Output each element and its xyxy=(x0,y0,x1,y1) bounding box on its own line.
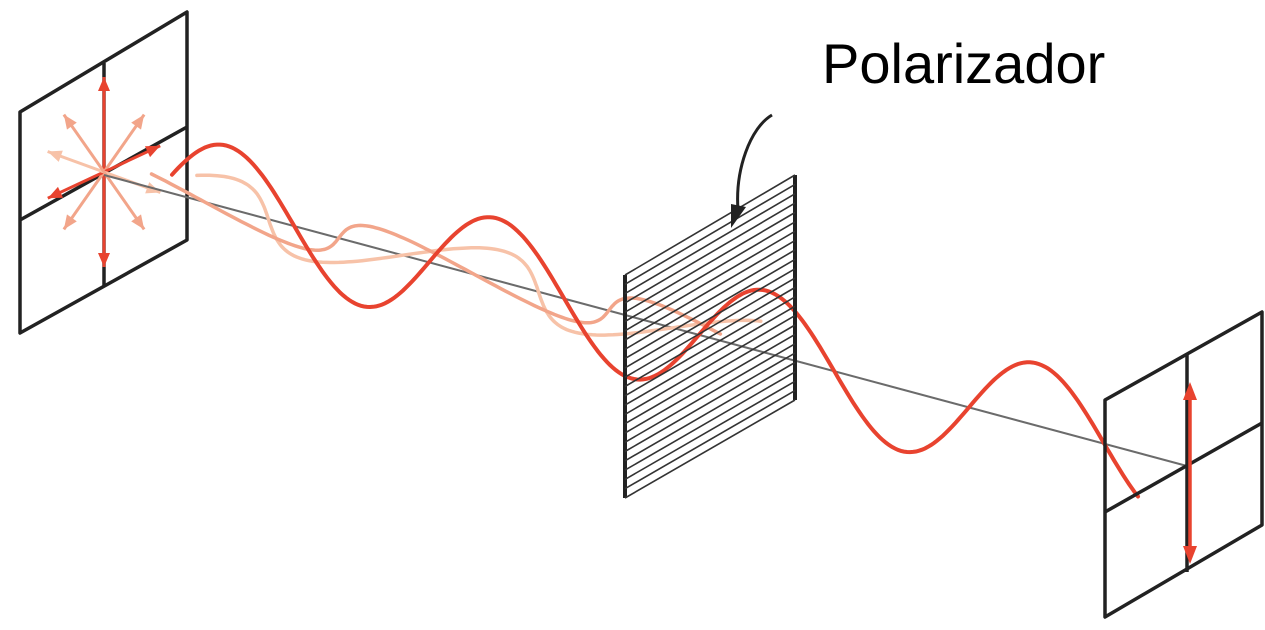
polarizer-slat xyxy=(624,202,796,304)
arrow-shaft-4 xyxy=(62,113,146,231)
polarizer-arrow-icon xyxy=(731,113,773,228)
polarizer-slat xyxy=(624,239,796,341)
polarizer-slat xyxy=(624,371,796,471)
wave-polarized xyxy=(170,142,1140,499)
polarizer-slat xyxy=(624,399,796,499)
polarizer-slat xyxy=(624,277,796,378)
polarizer-slat xyxy=(624,221,796,323)
propagation-axis xyxy=(103,174,1188,467)
polarizer-slat xyxy=(624,389,796,490)
arrow-head-1-0 xyxy=(131,114,145,130)
polarizer-slat xyxy=(624,286,796,388)
arrow-head-3-1 xyxy=(47,150,63,162)
arrow-head-2-1 xyxy=(47,186,64,199)
arrow-head-4-0 xyxy=(131,214,145,230)
polarizer-slat xyxy=(624,183,796,285)
unpolarized-arrows xyxy=(47,77,161,267)
polarizer-slat xyxy=(624,174,796,276)
polarizer-slat xyxy=(624,380,796,481)
polarizer-slat xyxy=(624,305,796,406)
polarizer-slat xyxy=(624,258,796,360)
polarizer-slat xyxy=(624,314,796,416)
wave-group xyxy=(149,142,1140,499)
polarized-arrow xyxy=(1183,382,1197,564)
polarizer-slat xyxy=(624,352,796,453)
polarizer-slat xyxy=(624,333,796,434)
polarizer-slat xyxy=(624,211,796,313)
polarizer-label: Polarizador xyxy=(822,32,1106,95)
polarizer-slat xyxy=(624,249,796,350)
polarizer-slat xyxy=(624,230,796,332)
arrow-head-0-1 xyxy=(98,253,110,267)
polarizer-slat xyxy=(624,361,796,462)
polarizer-slat xyxy=(624,193,796,295)
arrow-head-1-1 xyxy=(63,214,77,230)
polarizer-slat xyxy=(624,268,796,369)
arrow-head-4-1 xyxy=(63,114,77,130)
polarizer-slat xyxy=(624,296,796,397)
polarizer-grid xyxy=(623,174,797,499)
wave-unpolarized-a xyxy=(195,173,763,337)
polarizer-slat xyxy=(624,343,796,443)
arrow-head-0-0 xyxy=(98,77,110,91)
arrow-head-2-0 xyxy=(144,145,161,158)
polarizer-slat xyxy=(624,324,796,425)
